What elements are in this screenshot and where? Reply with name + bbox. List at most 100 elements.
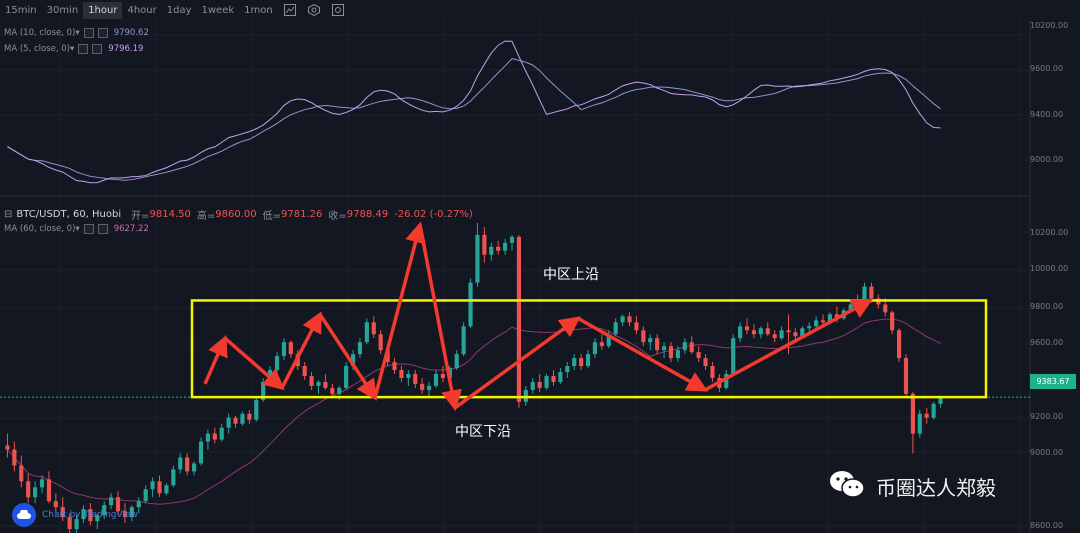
candle-body xyxy=(779,330,784,339)
candle-body xyxy=(350,354,356,367)
candle-body xyxy=(157,481,162,494)
candle-body xyxy=(198,441,204,464)
tf-4hour[interactable]: 4hour xyxy=(127,4,157,16)
trend-arrow xyxy=(318,313,377,401)
candle-body xyxy=(413,374,418,384)
trend-arrow xyxy=(373,221,426,399)
open-label: 开= xyxy=(131,211,150,222)
price-tick: 10200.00 xyxy=(1030,21,1069,30)
trend-arrow xyxy=(453,316,581,410)
tf-1day[interactable]: 1day xyxy=(166,4,192,16)
price-tick: 10000.00 xyxy=(1030,264,1069,273)
legend-ma60: MA (60, close, 0) ▾ 9627.22 xyxy=(4,224,149,234)
settings-toggle-icon[interactable] xyxy=(83,28,94,38)
settings-icon[interactable] xyxy=(331,3,345,17)
candle-body xyxy=(109,497,114,506)
dropdown-icon[interactable]: ▾ xyxy=(75,224,80,234)
price-tick: 9400.00 xyxy=(1030,110,1064,119)
candle-body xyxy=(890,312,895,331)
candle-body xyxy=(39,479,45,488)
indicators-icon[interactable] xyxy=(307,3,321,17)
candle-body xyxy=(565,366,570,373)
candle-body xyxy=(254,399,259,420)
close-value: 9788.49 xyxy=(346,209,389,220)
high-label: 高= xyxy=(196,211,216,222)
candle-body xyxy=(744,326,750,331)
candle-body xyxy=(19,465,24,482)
close-icon[interactable] xyxy=(97,224,108,234)
candle-body xyxy=(281,342,286,357)
dropdown-icon[interactable]: ▾ xyxy=(70,44,75,54)
candle-body xyxy=(288,342,293,355)
collapse-icon[interactable]: ⊟ xyxy=(4,209,13,220)
candle-body xyxy=(302,366,307,376)
tf-1week[interactable]: 1week xyxy=(201,4,235,16)
price-tick: 9200.00 xyxy=(1030,412,1064,421)
candle-body xyxy=(758,328,763,335)
cloud-icon xyxy=(12,503,36,527)
candle-body xyxy=(931,403,936,418)
settings-toggle-icon[interactable] xyxy=(78,44,89,54)
trend-arrow xyxy=(203,335,228,385)
tradingview-brand[interactable]: Chart by TradingView xyxy=(12,503,138,527)
range-box xyxy=(190,299,988,399)
grid xyxy=(0,20,1030,533)
dropdown-icon[interactable]: ▾ xyxy=(75,28,80,38)
open-value: 9814.50 xyxy=(149,209,191,220)
tf-1hour[interactable]: 1hour xyxy=(83,1,123,19)
candle-body xyxy=(606,334,611,347)
ma60-label: MA (60, close, 0) xyxy=(4,224,76,234)
candle-body xyxy=(924,413,929,418)
candle-body xyxy=(668,346,674,359)
ma10-value: 9790.62 xyxy=(113,28,149,38)
candle-body xyxy=(115,497,121,512)
ma10-line xyxy=(7,58,941,181)
candle-body xyxy=(800,328,805,337)
candle-body xyxy=(212,433,217,440)
candle-body xyxy=(440,374,445,378)
candle-body xyxy=(378,334,383,351)
candle-body xyxy=(503,242,508,251)
trend-arrow xyxy=(418,224,463,412)
candle-body xyxy=(164,485,169,494)
candle-body xyxy=(12,449,17,466)
trend-arrow xyxy=(223,336,285,391)
candle-body xyxy=(599,342,604,347)
candle-body xyxy=(240,413,245,424)
candle-body xyxy=(613,322,618,335)
tf-30min[interactable]: 30min xyxy=(46,4,79,16)
candle-body xyxy=(648,338,653,343)
settings-toggle-icon[interactable] xyxy=(83,224,94,234)
candle-body xyxy=(834,314,839,319)
candle-body xyxy=(337,387,342,394)
chart-type-icon[interactable] xyxy=(283,3,297,17)
candle-body xyxy=(482,234,487,255)
low-value: 9781.26 xyxy=(281,209,323,220)
legend-ma5: MA (5, close, 0) ▾ 9796.19 xyxy=(4,44,143,54)
candle-body xyxy=(751,330,756,335)
wechat-icon xyxy=(828,468,866,505)
candle-body xyxy=(226,417,231,428)
candle-body xyxy=(710,366,715,378)
candle-body xyxy=(551,375,556,382)
candle-body xyxy=(316,381,321,386)
candle-body xyxy=(46,479,51,502)
candle-body xyxy=(5,445,10,450)
price-tick: 9800.00 xyxy=(1030,302,1064,311)
price-tick: 9600.00 xyxy=(1030,338,1064,347)
candle-body xyxy=(917,413,922,434)
price-tick: 10200.00 xyxy=(1030,228,1069,237)
tf-1mon[interactable]: 1mon xyxy=(244,4,273,16)
candle-body xyxy=(544,375,549,388)
close-icon[interactable] xyxy=(92,44,103,54)
candle-body xyxy=(724,374,729,388)
tf-15min[interactable]: 15min xyxy=(5,4,37,16)
candle-body xyxy=(731,338,736,374)
candle-body xyxy=(233,417,238,424)
tradingview-label: Chart by TradingView xyxy=(42,510,138,520)
candle-body xyxy=(392,362,397,371)
low-label: 低= xyxy=(262,211,282,222)
close-icon[interactable] xyxy=(97,28,108,38)
candle-body xyxy=(406,374,411,378)
